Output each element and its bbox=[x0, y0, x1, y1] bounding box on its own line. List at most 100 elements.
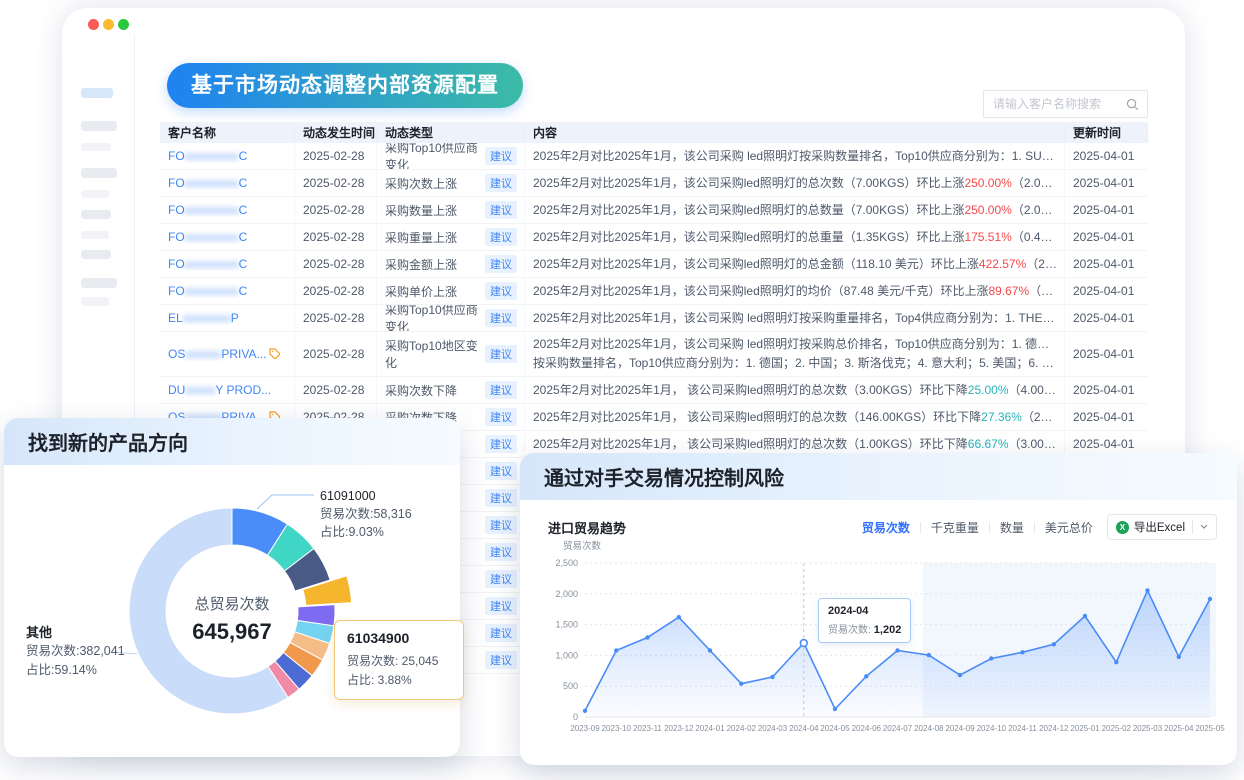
data-point[interactable] bbox=[1176, 654, 1181, 660]
table-row: FO xxxxxxxxx C 2025-02-28 采购重量上涨 建议 2025年2月对比… bbox=[160, 224, 1148, 251]
customer-name-link[interactable]: FO xxxxxxxxx C bbox=[168, 176, 248, 190]
customer-name-link[interactable]: FO xxxxxxxxx C bbox=[168, 203, 248, 217]
x-tick-label: 2024-04 bbox=[789, 724, 819, 733]
customer-name-link[interactable]: FO xxxxxxxxx C bbox=[168, 284, 248, 298]
donut-slice[interactable] bbox=[283, 547, 331, 592]
chevron-down-icon[interactable] bbox=[1200, 524, 1208, 530]
table-row: OS xxxxxx PRIVA... 2025-02-28 采购Top10地区变化 建议… bbox=[160, 332, 1148, 377]
zoom-button[interactable] bbox=[118, 19, 129, 30]
sidebar-item[interactable] bbox=[81, 168, 117, 178]
data-point[interactable] bbox=[1020, 650, 1025, 655]
tab-usd-total[interactable]: 美元总价 bbox=[1044, 520, 1093, 535]
data-point[interactable] bbox=[614, 648, 619, 653]
customer-name-link[interactable]: FO xxxxxxxxx C bbox=[168, 149, 248, 163]
data-point[interactable] bbox=[989, 656, 994, 661]
event-type-cell: 采购次数下降建议 bbox=[377, 377, 525, 403]
content-cell: 2025年2月对比2025年1月，该公司采购 led照明灯按采购总价排名，Top… bbox=[525, 332, 1065, 376]
donut-chart bbox=[113, 494, 353, 715]
customer-name-link[interactable]: OS xxxxxx PRIVA... bbox=[168, 347, 281, 361]
col-event-type: 动态类型 bbox=[377, 124, 525, 141]
suggestion-badge: 建议 bbox=[485, 543, 517, 561]
sidebar-item[interactable] bbox=[81, 278, 117, 288]
sidebar-item[interactable] bbox=[81, 190, 109, 198]
x-tick-label: 2025-02 bbox=[1102, 724, 1132, 733]
data-point[interactable] bbox=[832, 706, 838, 712]
customer-name-link[interactable]: DU xxxxx Y PROD... bbox=[168, 383, 272, 397]
donut-slice[interactable] bbox=[128, 507, 289, 715]
sidebar-item[interactable] bbox=[81, 250, 111, 259]
y-tick-label: 2,500 bbox=[555, 558, 578, 568]
table-row: FO xxxxxxxxx C 2025-02-28 采购数量上涨 建议 2025年2月对比… bbox=[160, 197, 1148, 224]
suggestion-badge: 建议 bbox=[485, 282, 517, 300]
customer-name-cell: OS xxxxxx PRIVA... bbox=[160, 332, 295, 376]
sidebar-item[interactable] bbox=[81, 210, 111, 219]
data-point[interactable] bbox=[1114, 660, 1119, 665]
tab-trade-count[interactable]: 贸易次数 bbox=[861, 520, 910, 535]
data-point[interactable] bbox=[645, 635, 650, 640]
table-row: EL xxxxxxxx P 2025-02-28 采购Top10供应商变化 建议 2025… bbox=[160, 305, 1148, 332]
data-point[interactable] bbox=[895, 648, 900, 653]
customer-name-cell: FO xxxxxxxxx C bbox=[160, 224, 295, 250]
event-type-cell: 建议 bbox=[377, 458, 525, 484]
sidebar-item[interactable] bbox=[81, 88, 113, 98]
content-cell: 2025年2月对比2025年1月，该公司采购led照明灯的总次数（7.00KGS… bbox=[525, 170, 1065, 196]
content-cell: 2025年2月对比2025年1月，该公司采购led照明灯的总数量（7.00KGS… bbox=[525, 197, 1065, 223]
export-excel-button[interactable]: X 导出Excel bbox=[1106, 514, 1217, 540]
data-point[interactable] bbox=[707, 648, 713, 653]
x-tick-label: 2024-12 bbox=[1039, 724, 1069, 733]
content-cell: 2025年2月对比2025年1月，该公司采购 led照明灯按采购重量排名，Top… bbox=[525, 305, 1065, 331]
tab-quantity[interactable]: 数量 bbox=[999, 520, 1024, 535]
y-tick-label: 1,500 bbox=[555, 620, 578, 630]
panel-title-products: 找到新的产品方向 bbox=[4, 418, 460, 465]
customer-name-cell: FO xxxxxxxxx C bbox=[160, 170, 295, 196]
sidebar-item[interactable] bbox=[81, 297, 109, 306]
data-point[interactable] bbox=[739, 681, 744, 686]
suggestion-badge: 建议 bbox=[485, 435, 517, 453]
data-point[interactable] bbox=[582, 708, 588, 713]
suggestion-badge: 建议 bbox=[485, 597, 517, 615]
sidebar-item[interactable] bbox=[81, 121, 117, 131]
content-cell: 2025年2月对比2025年1月， 该公司采购led照明灯的总次数（1.00KG… bbox=[525, 431, 1065, 457]
event-type-cell: 采购重量上涨 建议 bbox=[377, 224, 525, 250]
data-point[interactable] bbox=[1145, 588, 1150, 593]
donut-slice[interactable] bbox=[302, 575, 353, 606]
data-point[interactable] bbox=[864, 674, 869, 679]
sidebar-item[interactable] bbox=[81, 231, 109, 239]
data-point[interactable] bbox=[1207, 596, 1213, 602]
search-box bbox=[983, 90, 1148, 118]
customer-name-link[interactable]: FO xxxxxxxxx C bbox=[168, 257, 248, 271]
customer-name-cell: FO xxxxxxxxx C bbox=[160, 278, 295, 304]
excel-icon: X bbox=[1115, 520, 1129, 534]
x-tick-label: 2024-09 bbox=[945, 724, 975, 733]
event-date-cell: 2025-02-28 bbox=[295, 251, 377, 277]
search-icon[interactable] bbox=[1126, 98, 1139, 111]
panel-title-risk: 通过对手交易情况控制风险 bbox=[520, 453, 1237, 500]
donut-center-label: 总贸易次数 645,967 bbox=[160, 593, 304, 645]
data-point[interactable] bbox=[926, 652, 931, 658]
search-input[interactable] bbox=[984, 97, 1126, 111]
data-point[interactable] bbox=[1051, 642, 1056, 647]
data-point[interactable] bbox=[770, 674, 775, 680]
col-customer-name: 客户名称 bbox=[160, 124, 295, 141]
minimize-button[interactable] bbox=[103, 19, 114, 30]
suggestion-badge: 建议 bbox=[485, 309, 517, 327]
close-button[interactable] bbox=[88, 19, 99, 30]
suggestion-badge: 建议 bbox=[485, 147, 517, 165]
button-divider bbox=[1192, 520, 1193, 534]
x-tick-label: 2024-11 bbox=[1008, 724, 1037, 733]
data-point[interactable] bbox=[676, 615, 681, 620]
data-point[interactable] bbox=[1082, 613, 1088, 619]
data-point[interactable] bbox=[957, 672, 963, 678]
data-point[interactable] bbox=[799, 638, 808, 648]
suggestion-badge: 建议 bbox=[485, 570, 517, 588]
update-time-cell: 2025-04-01 bbox=[1073, 149, 1135, 163]
customer-name-link[interactable]: FO xxxxxxxxx C bbox=[168, 230, 248, 244]
sidebar-item[interactable] bbox=[81, 143, 111, 151]
customer-name-link[interactable]: EL xxxxxxxx P bbox=[168, 311, 239, 325]
x-tick-label: 2024-06 bbox=[852, 724, 882, 733]
content-cell: 2025年2月对比2025年1月，该公司采购led照明灯的总重量（1.35KGS… bbox=[525, 224, 1065, 250]
tab-kg-weight[interactable]: 千克重量 bbox=[930, 520, 979, 535]
risk-control-panel: 通过对手交易情况控制风险 进口贸易趋势 贸易次数 千克重量 数量 美元总价 X 导出E… bbox=[520, 453, 1237, 765]
event-type-cell: 采购数量上涨 建议 bbox=[377, 197, 525, 223]
